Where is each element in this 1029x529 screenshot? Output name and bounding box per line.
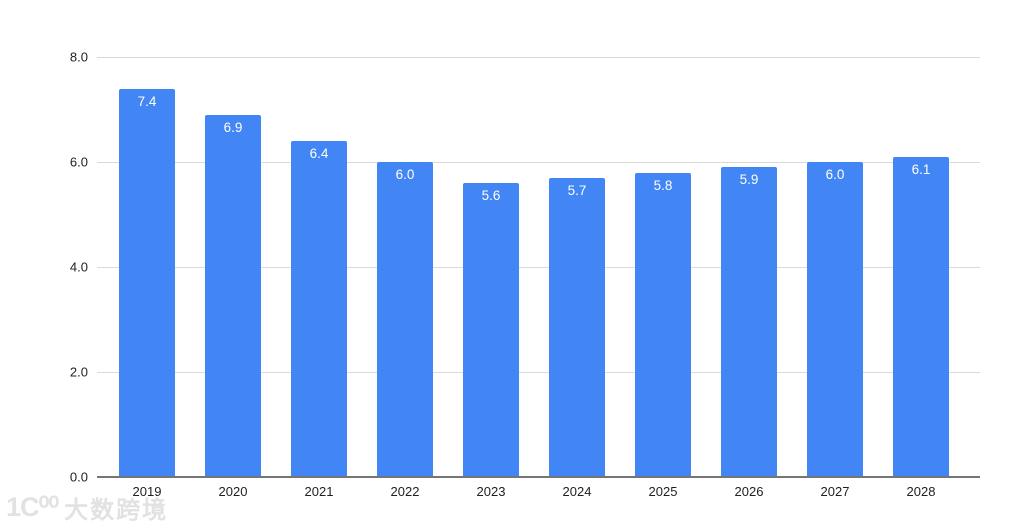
bar-2028: 6.1: [893, 156, 949, 477]
watermark-logo-icon: 1Ϲ⁰⁰: [6, 492, 59, 522]
y-tick-label: 4.0: [69, 259, 88, 275]
x-tick-label: 2026: [734, 484, 764, 499]
gridline: [97, 162, 980, 163]
bar-value-label: 7.4: [137, 93, 157, 109]
bar-value-label: 6.0: [395, 167, 415, 182]
bar-2023: 5.6: [463, 183, 519, 477]
bar-2024: 5.7: [549, 177, 605, 477]
x-tick-label: 2021: [304, 484, 334, 499]
bar-2021: 6.4: [291, 141, 347, 477]
x-tick-label: 2019: [132, 484, 162, 499]
y-tick-label: 8.0: [69, 49, 88, 65]
bar-value-label: 6.0: [825, 167, 845, 182]
gridline: [97, 57, 980, 58]
x-axis-baseline: [97, 476, 980, 478]
bar-value-label: 5.6: [481, 188, 501, 203]
bar-2027: 6.0: [807, 162, 863, 477]
x-tick-label: 2028: [906, 484, 936, 499]
x-tick-label: 2025: [648, 484, 678, 499]
watermark-text: 大数跨境: [64, 497, 169, 524]
x-tick-label: 2024: [562, 484, 592, 499]
watermark: 1Ϲ⁰⁰ 大数跨境: [6, 490, 168, 525]
bar-value-label: 6.1: [911, 161, 931, 177]
bar-2026: 5.9: [721, 167, 777, 477]
bar-value-label: 5.9: [739, 172, 759, 188]
bar-2022: 6.0: [377, 162, 433, 477]
bar-value-label: 6.4: [309, 146, 329, 161]
y-tick-label: 6.0: [69, 154, 88, 170]
bar-value-label: 5.7: [567, 182, 587, 198]
gridline: [97, 267, 980, 268]
gridline: [97, 372, 980, 373]
bar-value-label: 6.9: [223, 119, 243, 135]
bar-2020: 6.9: [205, 114, 261, 477]
x-tick-label: 2020: [218, 484, 248, 499]
bar-2019: 7.4: [119, 88, 175, 477]
x-tick-label: 2022: [390, 484, 420, 499]
x-tick-label: 2027: [820, 484, 850, 499]
bar-value-label: 5.8: [653, 177, 673, 193]
y-tick-label: 2.0: [69, 364, 88, 380]
x-tick-label: 2023: [476, 484, 506, 499]
bar-2025: 5.8: [635, 172, 691, 477]
y-tick-label: 0.0: [69, 469, 88, 485]
